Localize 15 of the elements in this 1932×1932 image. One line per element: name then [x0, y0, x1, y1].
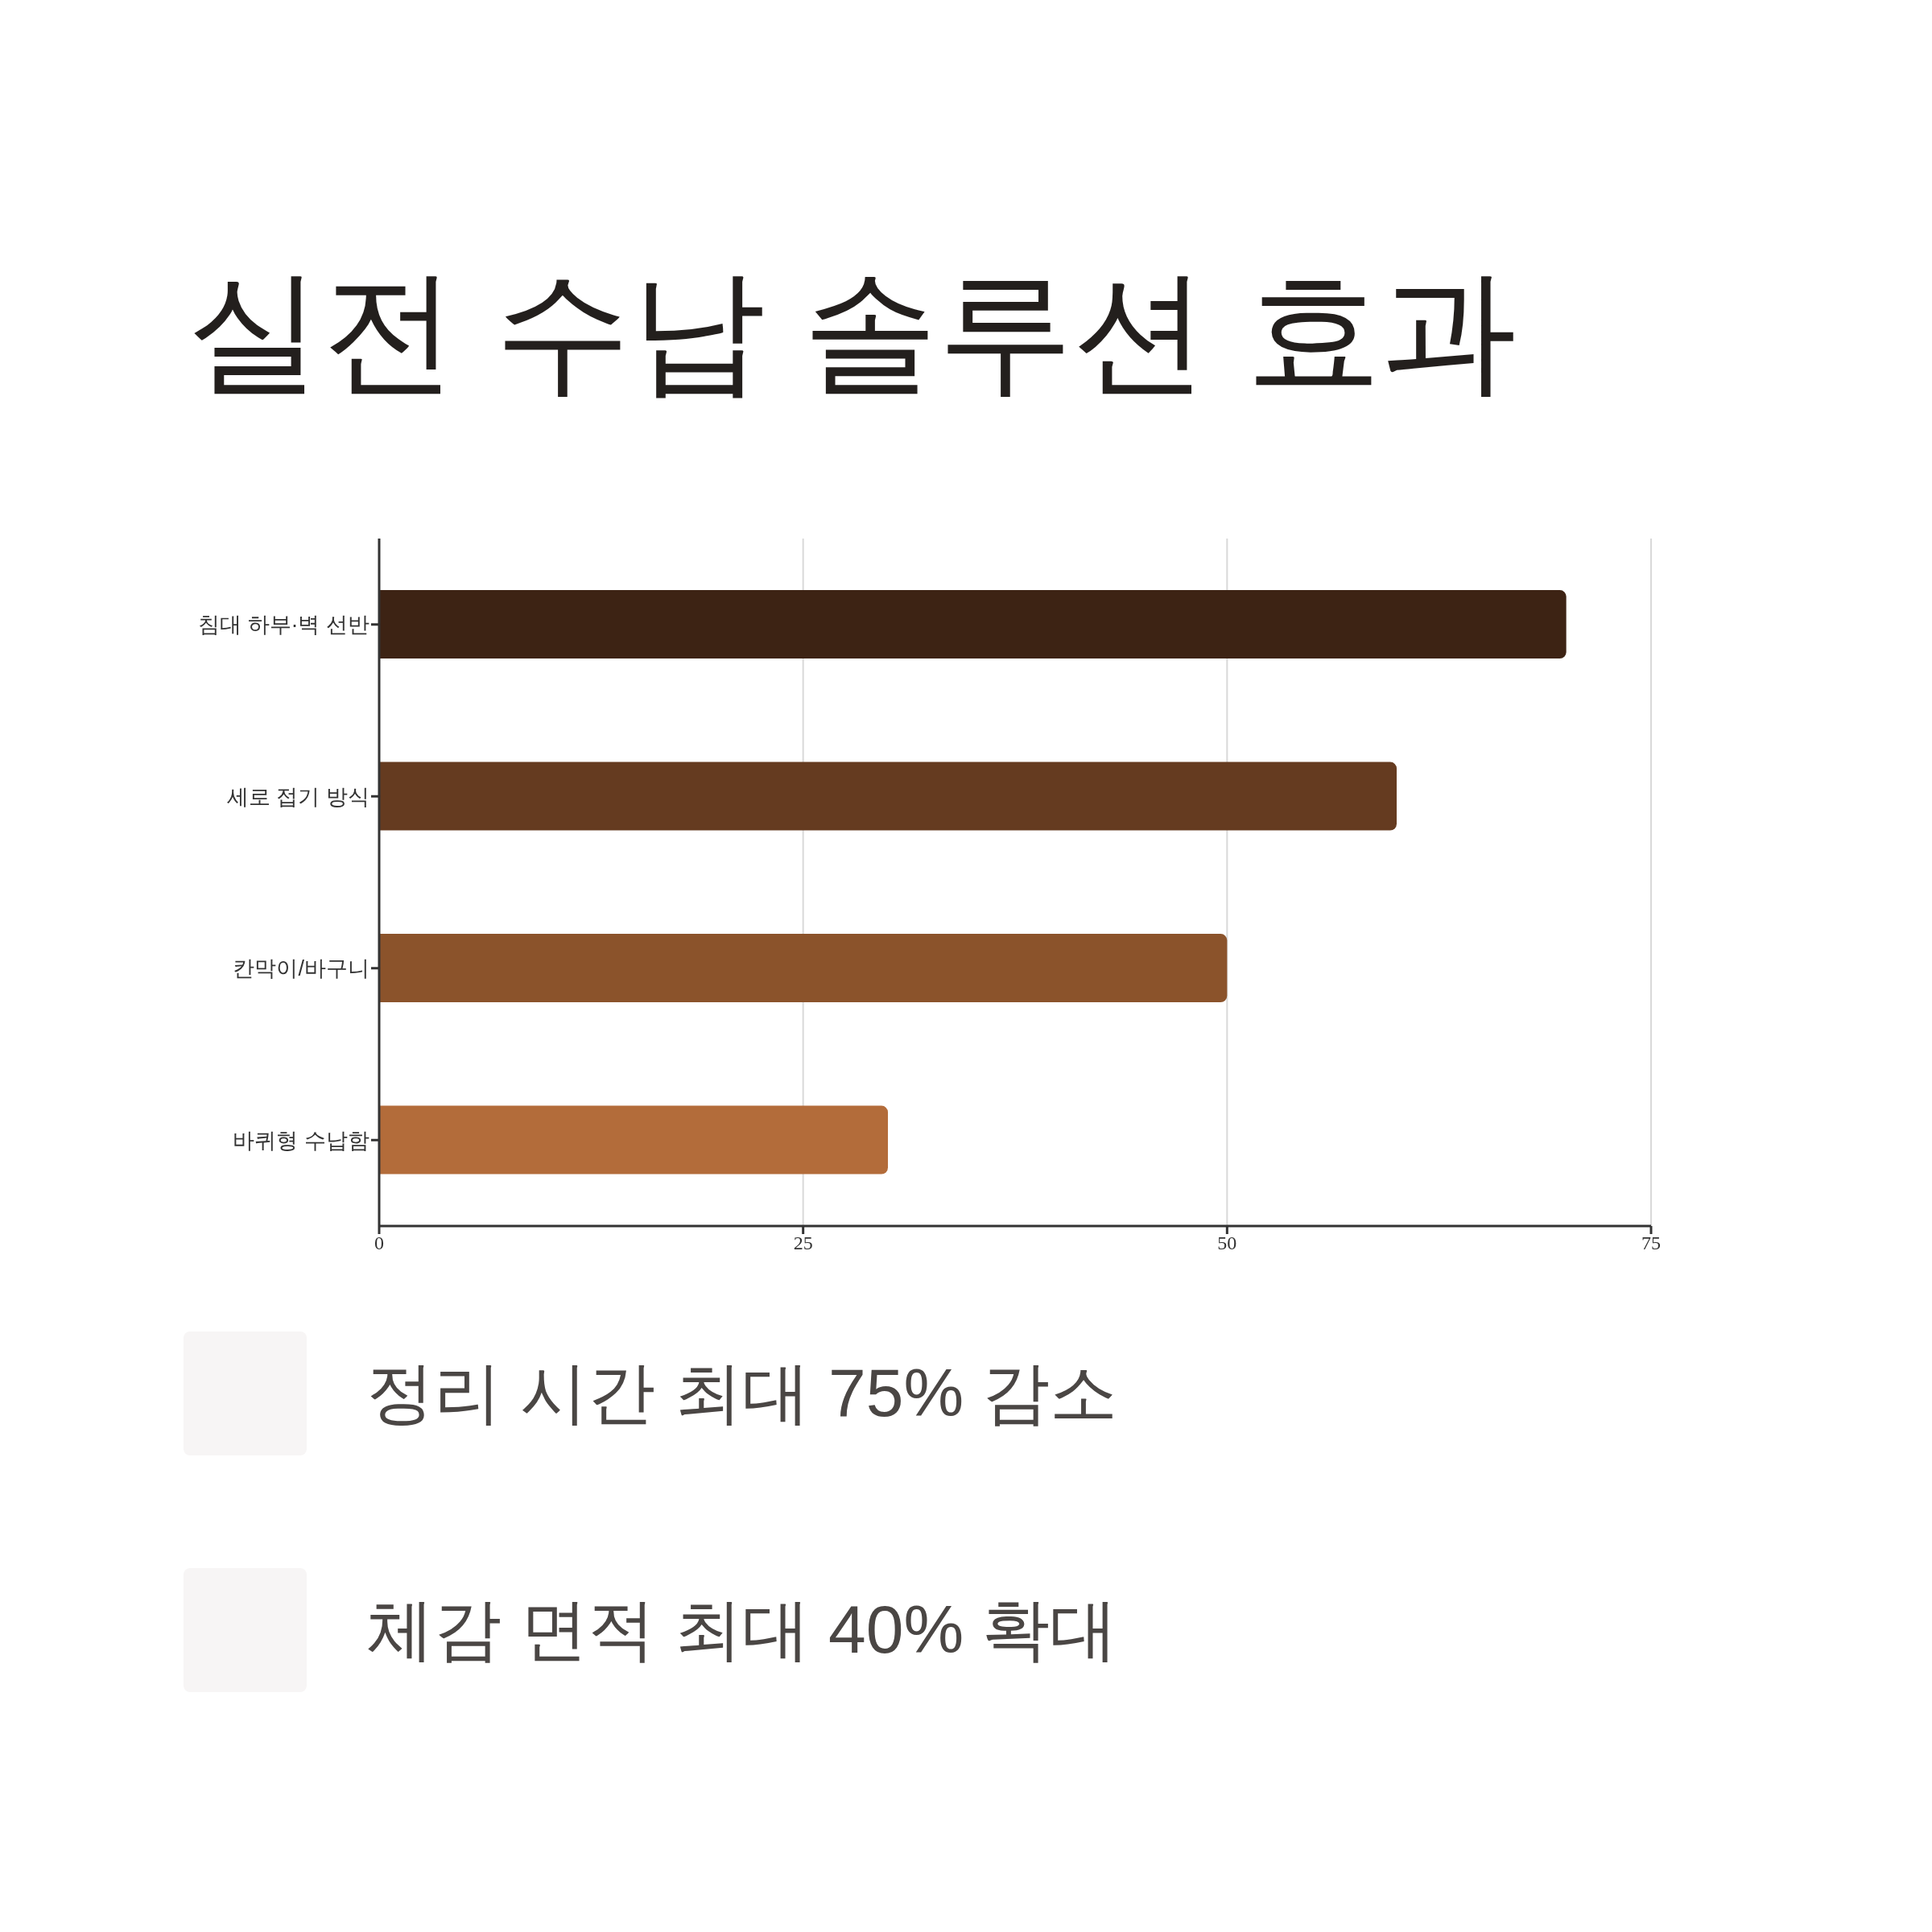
- y-tick-label: 세로 접기 방식: [226, 784, 369, 809]
- y-tick-label: 침대 하부·벽 선반: [198, 613, 369, 638]
- text: 정리 시간 최대 75% 감소: [366, 1354, 1118, 1432]
- text: 체감 면적 최대 40% 확대: [366, 1591, 1118, 1669]
- chart-title: 실전 수납 솔루션 효과: [187, 254, 1517, 408]
- y-tick-label: 칸막이/바구니: [233, 956, 369, 981]
- bar: [379, 934, 1228, 1003]
- y-tick-label: 바퀴형 수납함: [233, 1128, 369, 1153]
- x-tick-label: 0: [374, 1232, 384, 1254]
- bar: [379, 762, 1397, 831]
- bar: [379, 590, 1567, 659]
- bar: [379, 1105, 888, 1174]
- x-tick-label: 25: [793, 1232, 813, 1254]
- x-tick-label: 50: [1217, 1232, 1237, 1254]
- x-tick-label: 75: [1641, 1232, 1661, 1254]
